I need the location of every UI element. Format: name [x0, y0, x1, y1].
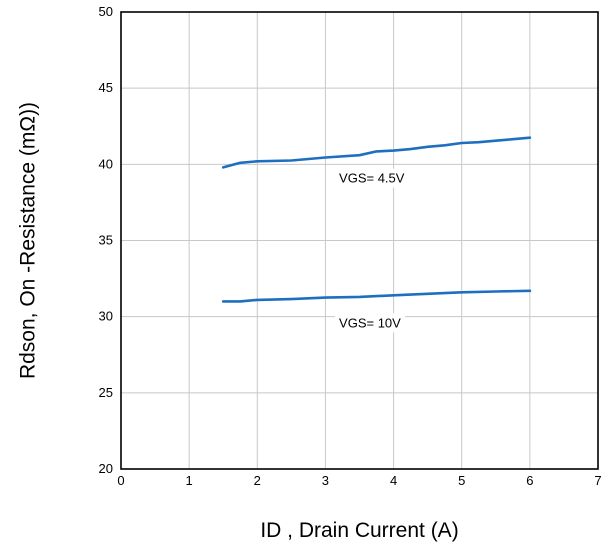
x-tick-label: 7 — [594, 473, 601, 488]
annotations: VGS= 4.5V VGS= 10V — [335, 168, 409, 333]
x-tick-label: 0 — [117, 473, 124, 488]
x-axis-title: ID , Drain Current (A) — [260, 519, 458, 542]
x-tick-label: 1 — [186, 473, 193, 488]
y-tick-label: 30 — [99, 309, 113, 324]
plot-frame — [120, 11, 599, 470]
annotation-background — [335, 313, 406, 333]
series-line-1 — [221, 136, 532, 169]
y-tick-label: 20 — [99, 461, 113, 476]
grid — [121, 12, 598, 469]
x-tick-label: 5 — [458, 473, 465, 488]
y-tick-label: 50 — [99, 4, 113, 19]
series-lines — [221, 136, 532, 303]
x-tick-label: 6 — [526, 473, 533, 488]
y-tick-label: 35 — [99, 233, 113, 248]
y-tick-label: 45 — [99, 80, 113, 95]
x-tick-label: 3 — [322, 473, 329, 488]
series-annotation: VGS= 4.5V — [339, 171, 405, 186]
x-tick-label: 4 — [390, 473, 397, 488]
y-axis-title: Rdson, On -Resistance (mΩ)) — [17, 102, 40, 379]
x-tick-label: 2 — [254, 473, 261, 488]
y-tick-label: 40 — [99, 156, 113, 171]
y-tick-label: 25 — [99, 385, 113, 400]
series-annotation: VGS= 10V — [339, 315, 401, 330]
series-line-2 — [221, 289, 532, 303]
annotation-background — [335, 168, 409, 188]
